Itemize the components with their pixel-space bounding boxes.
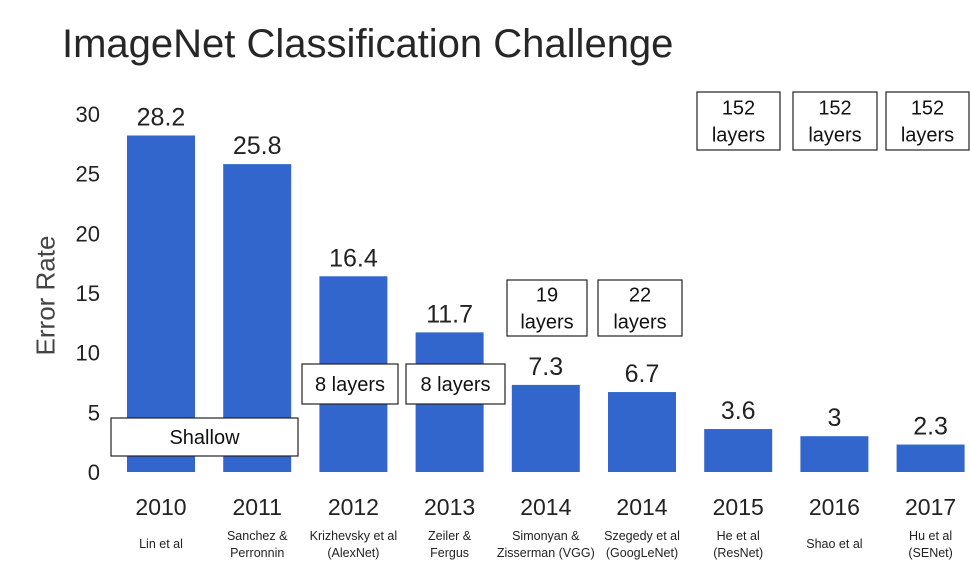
y-tick-label: 5: [88, 400, 100, 425]
bar: [704, 429, 773, 472]
layer-annotation-label: layers: [712, 125, 765, 147]
bar-value-label: 25.8: [233, 132, 282, 160]
y-tick-label: 10: [76, 341, 100, 366]
y-tick-label: 30: [76, 102, 100, 127]
x-author-label: Hu et al: [909, 529, 952, 543]
bar-value-label: 11.7: [426, 300, 473, 328]
x-author-label: (AlexNet): [327, 546, 379, 560]
layer-annotation-label: 152: [722, 98, 755, 120]
bar: [511, 384, 580, 472]
bar-value-label: 28.2: [137, 103, 186, 131]
x-author-label: Perronnin: [230, 546, 284, 560]
layer-annotation-box: [405, 363, 506, 405]
bar: [127, 135, 195, 473]
x-author-label: Shao et al: [806, 537, 862, 551]
x-year-label: 2014: [616, 494, 667, 520]
layer-annotation-label: 8 layers: [315, 374, 385, 396]
x-author-label: Zisserman (VGG): [497, 546, 595, 560]
layer-annotation-label: layers: [520, 312, 573, 334]
bar-value-label: 2.3: [913, 413, 948, 441]
y-tick-label: 15: [76, 281, 100, 306]
bar-value-label: 6.7: [625, 360, 660, 388]
x-year-label: 2013: [424, 494, 475, 520]
x-author-label: (SENet): [908, 546, 952, 560]
x-author-label: (ResNet): [713, 546, 763, 560]
bar-value-label: 7.3: [528, 353, 563, 381]
x-author-label: Zeiler &: [428, 529, 472, 543]
x-author-label: Fergus: [430, 546, 469, 560]
layer-annotation-box: [696, 91, 781, 151]
x-author-label: Krizhevsky et al: [310, 529, 398, 543]
bar: [608, 392, 676, 472]
x-year-label: 2017: [905, 494, 956, 520]
layer-annotation-box: [597, 279, 683, 337]
x-year-label: 2014: [520, 494, 571, 520]
layer-annotation-box: [885, 91, 970, 151]
layer-annotation-label: layers: [901, 125, 954, 147]
layer-annotation-box: [301, 363, 399, 405]
x-author-label: He et al: [717, 529, 760, 543]
layer-annotation-label: 152: [818, 98, 851, 120]
x-year-label: 2012: [328, 494, 379, 520]
layer-annotation-box: [792, 91, 878, 151]
y-tick-label: 25: [76, 162, 100, 187]
bar: [800, 436, 869, 472]
chart-title: ImageNet Classification Challenge: [62, 22, 674, 66]
y-tick-label: 0: [88, 460, 100, 485]
layer-annotation-box: [110, 417, 299, 457]
bar: [896, 444, 965, 472]
layer-annotation-label: Shallow: [169, 427, 240, 449]
layer-annotation-label: layers: [613, 312, 666, 334]
layer-annotation-box: [506, 279, 588, 337]
bar-value-label: 16.4: [329, 244, 378, 272]
bar-value-label: 3: [827, 404, 841, 432]
layer-annotation-label: 22: [629, 285, 651, 307]
layer-annotation-label: 152: [911, 98, 944, 120]
x-year-label: 2015: [713, 494, 764, 520]
x-year-label: 2016: [809, 494, 860, 520]
x-author-label: Simonyan &: [512, 529, 580, 543]
layer-annotation-label: 8 layers: [420, 374, 490, 396]
x-author-label: Sanchez &: [227, 529, 288, 543]
x-author-label: Lin et al: [139, 537, 183, 551]
x-year-label: 2011: [232, 494, 281, 520]
layer-annotation-label: layers: [808, 125, 861, 147]
y-tick-label: 20: [76, 221, 100, 246]
layer-annotation-label: 19: [536, 285, 558, 307]
x-year-label: 2010: [135, 494, 186, 520]
bar-value-label: 3.6: [721, 397, 756, 425]
x-author-label: Szegedy et al: [604, 529, 680, 543]
x-author-label: (GoogLeNet): [606, 546, 678, 560]
